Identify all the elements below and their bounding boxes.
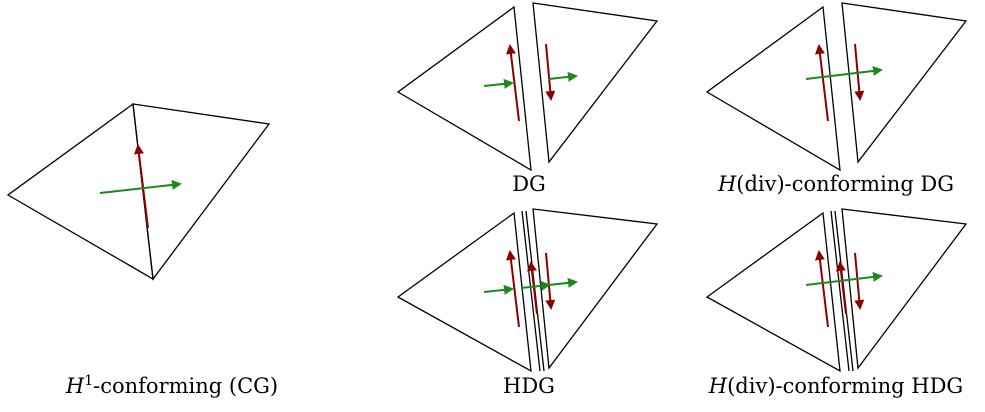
hdg-left-normal-arrow (483, 284, 514, 295)
hdiv-dg-left-tangent-arrow (814, 44, 829, 122)
hdg-facet-tangent-arrow (526, 261, 538, 315)
hdg-left-triangle (396, 211, 532, 373)
hdg-left-tangent-arrow (505, 250, 520, 328)
dg-panel (396, 2, 659, 172)
caption-hdiv-hdg-math: H (708, 374, 728, 398)
dg-left-tangent-arrow (505, 44, 520, 122)
hdiv-hdg-facet-tangent-arrow (835, 261, 847, 315)
caption-cg-text: -conforming (CG) (93, 374, 279, 398)
caption-hdiv-dg-math: H (717, 172, 737, 196)
cg-right-triangle (132, 103, 271, 281)
hdiv-hdg-normal-arrow (805, 271, 883, 286)
hdiv-dg-panel (705, 2, 968, 172)
dg-left-triangle (396, 5, 532, 172)
caption-hdiv-hdg: H(div)-conforming HDG (709, 374, 963, 398)
caption-cg-math: H (65, 374, 85, 398)
caption-cg: H1-conforming (CG) (66, 374, 278, 398)
hdg-facet-normal-arrow (520, 280, 551, 291)
hdg-right-tangent-arrow (545, 252, 556, 310)
caption-hdg: HDG (503, 374, 555, 398)
hdiv-dg-normal-arrow (805, 65, 883, 80)
hdiv-hdg-right-tangent-arrow (854, 252, 865, 310)
cg-normal-arrow (99, 179, 182, 194)
hdiv-hdg-right-triangle (841, 208, 968, 370)
caption-cg-sup: 1 (84, 373, 94, 389)
hdiv-hdg-panel (705, 208, 968, 373)
dg-left-normal-arrow (483, 78, 514, 89)
dg-right-tangent-arrow (545, 43, 556, 101)
cg-tangent-arrow (134, 144, 149, 229)
hdiv-dg-left-triangle (705, 5, 841, 172)
hdiv-dg-right-triangle (841, 2, 968, 164)
caption-dg-text: DG (512, 172, 546, 196)
hdg-right-triangle (532, 208, 659, 370)
hdiv-hdg-left-tangent-arrow (814, 250, 829, 328)
hdiv-dg-right-tangent-arrow (854, 43, 865, 101)
hdiv-hdg-facet-line-left (830, 210, 850, 372)
caption-hdiv-dg-text: (div)-conforming DG (736, 172, 955, 196)
caption-hdg-text: HDG (503, 374, 555, 398)
dg-right-triangle (532, 2, 659, 164)
dg-right-normal-arrow (548, 71, 578, 82)
hdg-panel (396, 208, 659, 373)
hdiv-hdg-left-triangle (705, 211, 841, 373)
hdg-facet-line-left (521, 210, 541, 372)
cg-left-triangle (6, 102, 154, 281)
caption-hdiv-hdg-text: (div)-conforming HDG (727, 374, 964, 398)
caption-hdiv-dg: H(div)-conforming DG (718, 172, 954, 196)
caption-dg: DG (512, 172, 546, 196)
cg-panel (6, 102, 271, 281)
hdg-right-normal-arrow (548, 277, 578, 288)
